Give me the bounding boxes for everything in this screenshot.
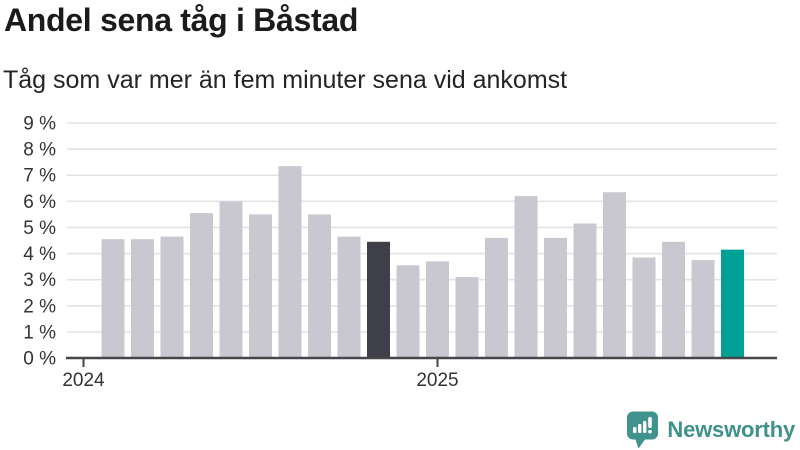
bar [308, 214, 331, 358]
y-axis-tick-label: 3 % [23, 270, 56, 291]
newsworthy-logo-icon [627, 411, 659, 449]
y-axis-tick-label: 2 % [23, 296, 56, 317]
bar [603, 192, 626, 358]
newsworthy-logo: Newsworthy [626, 411, 795, 449]
y-axis-tick-label: 1 % [23, 322, 56, 343]
bar [573, 223, 597, 358]
bar [544, 237, 567, 358]
bar [101, 239, 125, 358]
bar [514, 196, 538, 358]
y-axis-tick-label: 7 % [23, 166, 56, 187]
bar-chart: 0 % 1 % 2 % 3 % 4 % 5 % 6 % 7 % 8 % 9 % 2024 2025 [23, 114, 777, 391]
y-axis-tick-label: 9 % [23, 114, 56, 135]
bar [691, 260, 715, 358]
y-axis-tick-label: 6 % [23, 192, 56, 213]
bar [160, 236, 184, 358]
bar [337, 236, 361, 358]
chart-subtitle: Tåg som var mer än fem minuter sena vid … [3, 66, 568, 94]
chart-title: Andel sena tåg i Båstad [4, 2, 359, 38]
bar [278, 166, 302, 358]
y-axis-tick-label: 8 % [23, 140, 56, 161]
x-axis-tick-label: 2024 [62, 370, 105, 391]
y-axis-tick-label: 0 % [23, 349, 56, 370]
bar [662, 241, 685, 358]
y-axis-tick-label: 5 % [23, 218, 56, 239]
bar [190, 213, 213, 358]
bar [396, 265, 420, 358]
bar [219, 201, 243, 358]
bar [131, 239, 154, 358]
newsworthy-logo-text: Newsworthy [667, 417, 795, 442]
bar-highlight-accent [721, 249, 744, 358]
bar [249, 214, 272, 358]
y-axis-tick-label: 4 % [23, 244, 56, 265]
bar [485, 237, 508, 358]
bar-highlight-dark [367, 241, 390, 358]
bar [632, 257, 656, 358]
bar [426, 261, 449, 358]
x-axis-tick-label: 2025 [416, 370, 458, 391]
bar [455, 277, 479, 358]
